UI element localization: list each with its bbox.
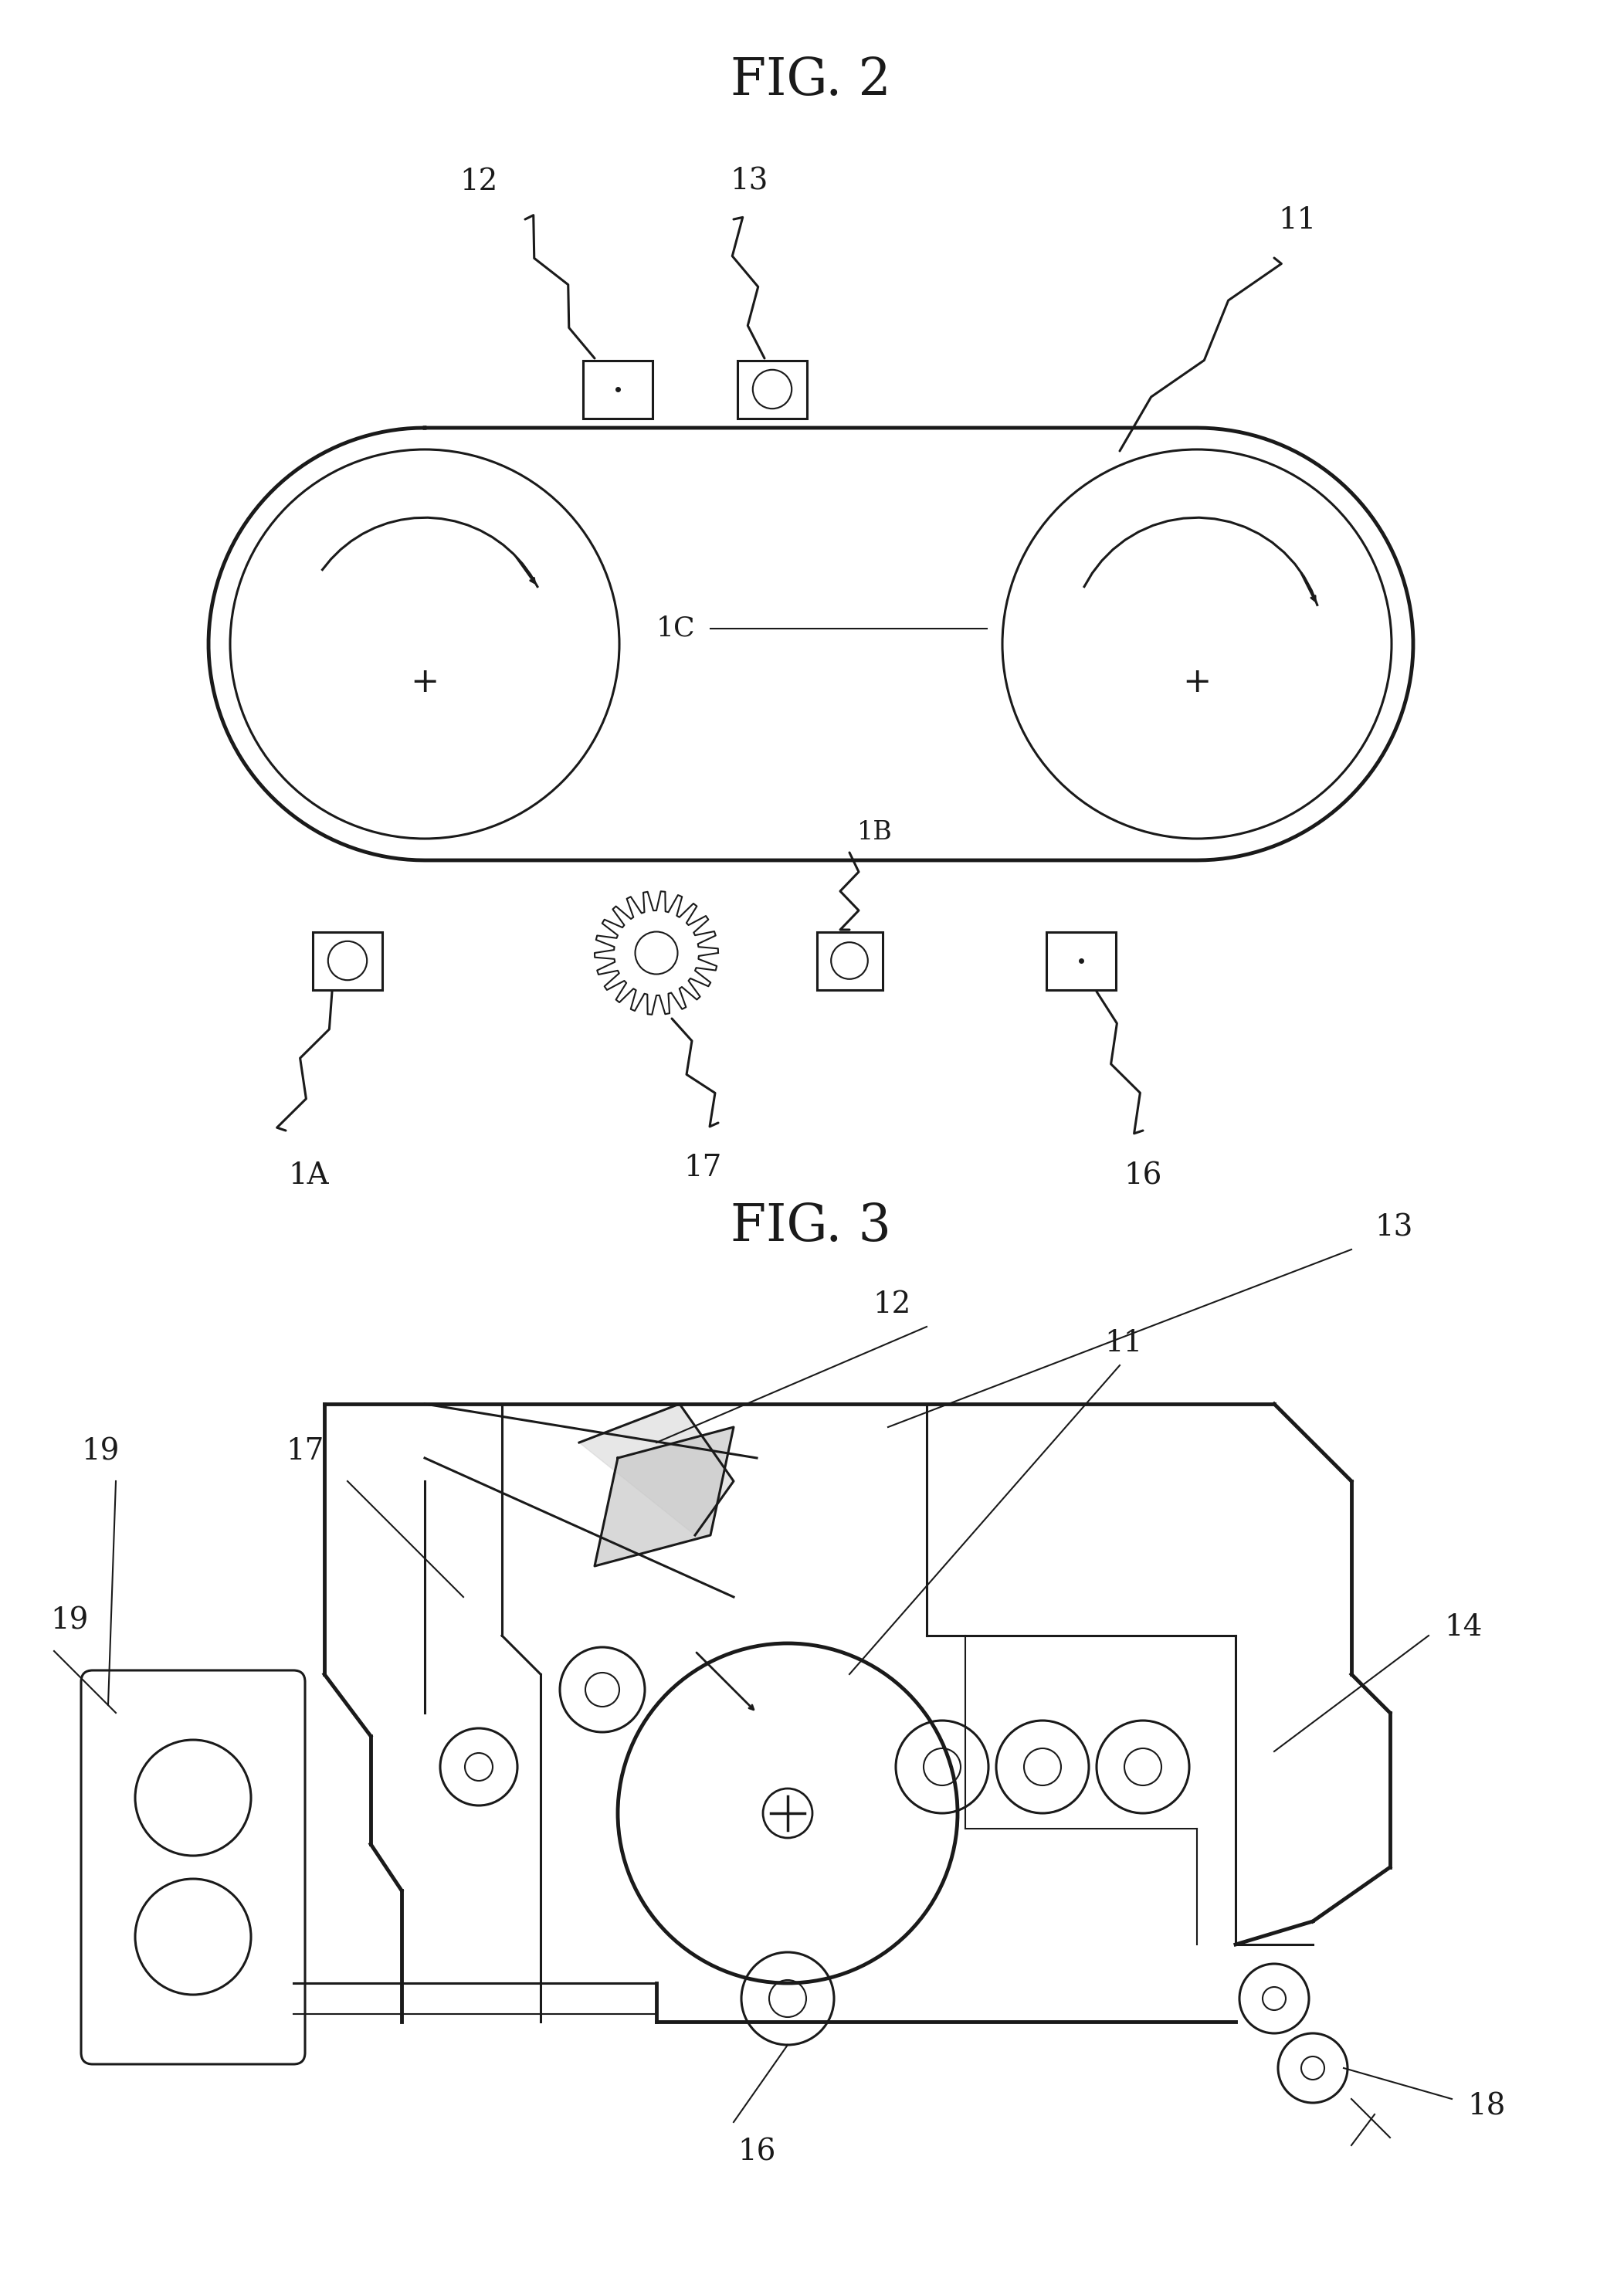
Text: 17: 17 — [684, 1153, 721, 1183]
Text: 1B: 1B — [857, 821, 893, 846]
Text: FIG. 2: FIG. 2 — [731, 55, 892, 105]
Bar — [817, 933, 882, 990]
Text: FIG. 3: FIG. 3 — [731, 1201, 892, 1251]
Text: 13: 13 — [731, 167, 768, 197]
Text: +: + — [411, 667, 438, 699]
Text: +: + — [1182, 667, 1212, 699]
Bar — [313, 933, 382, 990]
Bar — [737, 360, 807, 417]
Text: 11: 11 — [1278, 206, 1317, 234]
Text: 16: 16 — [1124, 1162, 1161, 1190]
Polygon shape — [594, 1428, 734, 1565]
Text: 19: 19 — [50, 1607, 89, 1636]
Text: 1C: 1C — [656, 617, 695, 642]
Text: 17: 17 — [286, 1437, 325, 1465]
Text: 16: 16 — [737, 2138, 776, 2166]
Bar — [1046, 933, 1116, 990]
Text: 11: 11 — [1104, 1329, 1142, 1357]
Text: 13: 13 — [1374, 1212, 1413, 1242]
Text: 12: 12 — [460, 167, 499, 197]
Text: 1A: 1A — [289, 1162, 330, 1190]
Text: 19: 19 — [81, 1437, 120, 1465]
Text: 12: 12 — [874, 1290, 911, 1318]
Text: 18: 18 — [1466, 2093, 1505, 2120]
Text: 14: 14 — [1444, 1614, 1483, 1641]
Bar — [583, 360, 653, 417]
Polygon shape — [580, 1405, 734, 1536]
